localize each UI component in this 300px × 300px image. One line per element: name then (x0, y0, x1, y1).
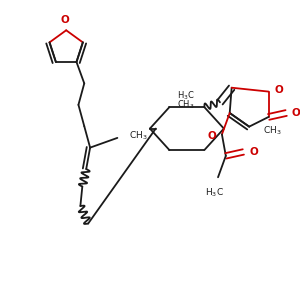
Text: H$_3$C: H$_3$C (177, 89, 195, 102)
Text: O: O (274, 85, 283, 95)
Text: O: O (207, 131, 216, 141)
Text: O: O (61, 15, 70, 26)
Text: O: O (292, 108, 300, 118)
Text: H$_3$C: H$_3$C (205, 187, 224, 200)
Text: CH$_3$: CH$_3$ (129, 130, 148, 142)
Text: CH$_3$: CH$_3$ (263, 124, 281, 137)
Text: CH$_3$: CH$_3$ (177, 99, 195, 112)
Text: O: O (249, 147, 258, 157)
